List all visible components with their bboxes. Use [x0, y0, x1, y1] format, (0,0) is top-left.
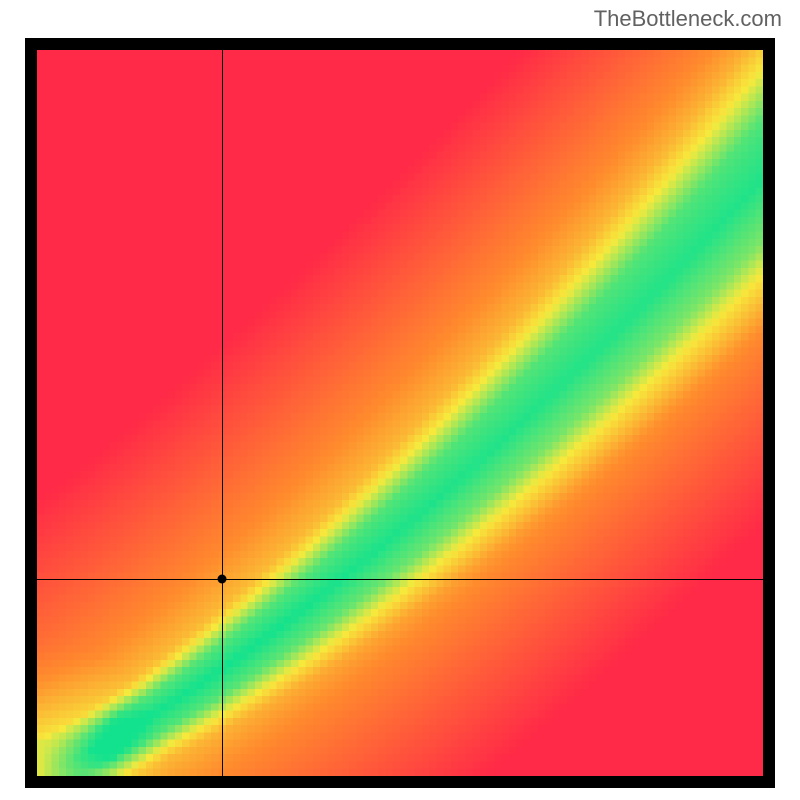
crosshair-horizontal	[37, 579, 763, 580]
plot-area	[37, 50, 763, 776]
plot-frame	[25, 38, 775, 788]
crosshair-vertical	[222, 50, 223, 776]
watermark: TheBottleneck.com	[594, 6, 782, 32]
heatmap-canvas	[37, 50, 763, 776]
crosshair-dot	[218, 574, 227, 583]
